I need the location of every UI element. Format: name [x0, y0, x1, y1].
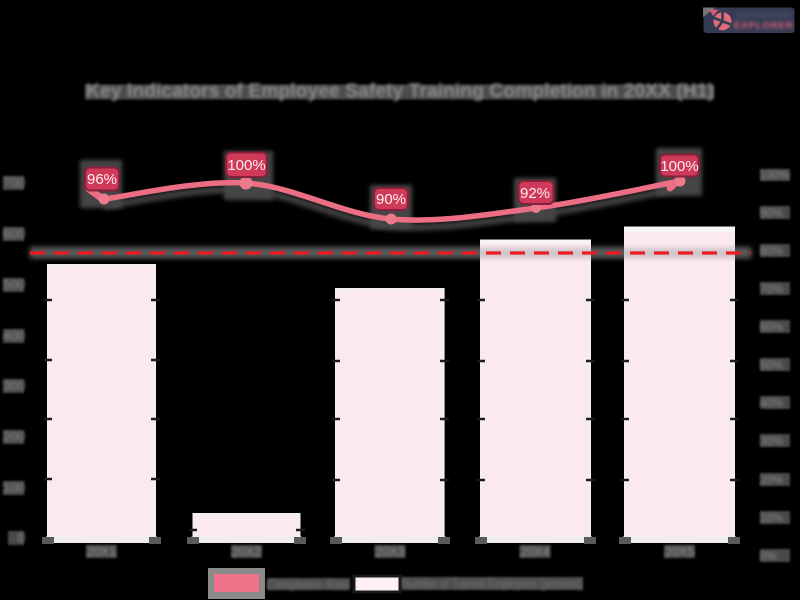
svg-text:20X1: 20X1 [87, 545, 116, 559]
svg-text:100%: 100% [227, 157, 265, 174]
svg-text:Key Indicators of Employee Saf: Key Indicators of Employee Safety Traini… [86, 80, 714, 102]
svg-text:40%: 40% [760, 398, 783, 410]
svg-text:0: 0 [18, 530, 25, 545]
svg-text:10%: 10% [760, 513, 783, 525]
svg-text:EXPLORER: EXPLORER [734, 21, 793, 32]
svg-text:0%: 0% [760, 551, 777, 563]
svg-text:100%: 100% [660, 158, 698, 175]
svg-text:20X5: 20X5 [665, 545, 694, 559]
svg-text:90%: 90% [760, 208, 783, 220]
svg-text:20%: 20% [760, 475, 783, 487]
svg-text:20X2: 20X2 [232, 545, 261, 559]
svg-text:30%: 30% [760, 436, 783, 448]
svg-text:600: 600 [3, 226, 25, 241]
svg-text:700: 700 [3, 175, 25, 190]
svg-text:50%: 50% [760, 360, 783, 372]
svg-text:20X3: 20X3 [375, 545, 404, 559]
svg-text:DATAVISION: DATAVISION [737, 11, 792, 21]
svg-text:500: 500 [3, 277, 25, 292]
svg-text:80%: 80% [760, 246, 783, 258]
svg-text:Completion Rate: Completion Rate [267, 578, 349, 592]
svg-text:96%: 96% [87, 171, 117, 188]
svg-text:60%: 60% [760, 322, 783, 334]
svg-text:70%: 70% [760, 284, 783, 296]
svg-text:400: 400 [3, 328, 25, 343]
svg-text:Number of Trained Employees (p: Number of Trained Employees (persons) [402, 577, 582, 591]
svg-text:300: 300 [3, 378, 25, 393]
svg-text:92%: 92% [520, 185, 550, 202]
svg-text:100: 100 [3, 480, 25, 495]
svg-text:200: 200 [3, 429, 25, 444]
svg-text:100%: 100% [760, 170, 789, 182]
svg-text:20X4: 20X4 [520, 545, 549, 559]
svg-text:90%: 90% [376, 191, 406, 208]
